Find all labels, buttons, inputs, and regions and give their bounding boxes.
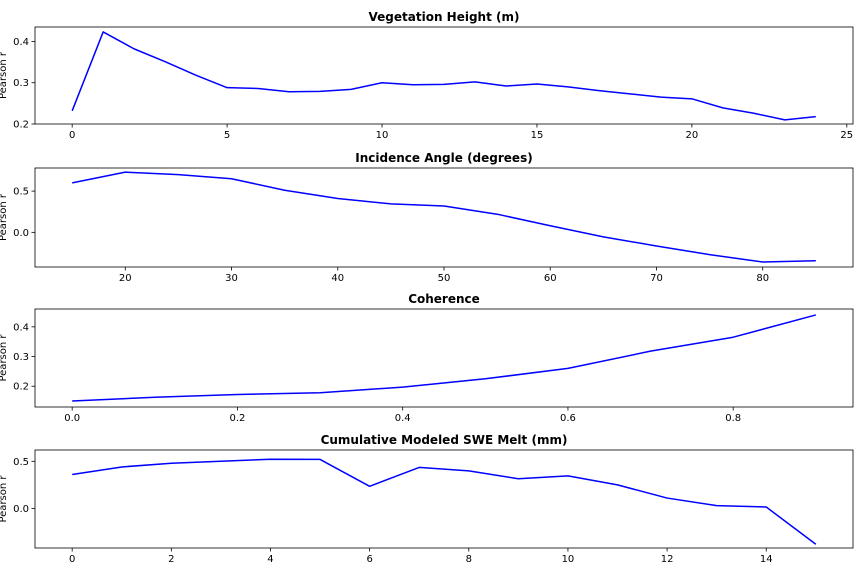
x-tick-label: 10 <box>562 554 575 565</box>
x-tick-label: 70 <box>650 273 663 284</box>
x-tick-label: 0.2 <box>229 413 245 424</box>
x-tick-label: 30 <box>225 273 238 284</box>
y-tick-label: 0.2 <box>13 382 29 393</box>
chart-title: Cumulative Modeled SWE Melt (mm) <box>321 433 568 447</box>
axes-frame <box>35 309 853 407</box>
y-axis-label: Pearson r <box>0 51 9 99</box>
x-tick-label: 0.8 <box>725 413 741 424</box>
y-tick-label: 0.0 <box>13 228 29 239</box>
x-tick-label: 0.4 <box>395 413 411 424</box>
axes-frame <box>35 168 853 267</box>
subplot-1: Vegetation Height (m) Pearson r 0 5 10 15 20 25… <box>0 10 853 141</box>
x-tick-label: 10 <box>376 130 389 141</box>
x-tick-label: 20 <box>686 130 699 141</box>
y-tick-label: 0.4 <box>13 322 29 333</box>
y-tick-label: 0.3 <box>13 78 29 89</box>
y-axis-label: Pearson r <box>0 334 9 382</box>
x-tick-label: 25 <box>840 130 853 141</box>
x-tick-label: 14 <box>760 554 773 565</box>
x-tick-label: 0.6 <box>560 413 576 424</box>
x-tick-label: 0 <box>69 130 75 141</box>
subplot-2: Incidence Angle (degrees) Pearson r 20 30 40… <box>0 151 853 284</box>
x-tick-label: 20 <box>119 273 132 284</box>
x-tick-label: 15 <box>531 130 544 141</box>
y-tick-label: 0.0 <box>13 504 29 515</box>
x-tick-label: 2 <box>168 554 174 565</box>
x-tick-label: 6 <box>366 554 372 565</box>
x-tick-label: 0 <box>69 554 75 565</box>
y-tick-label: 0.3 <box>13 352 29 363</box>
y-tick-label: 0.4 <box>13 37 29 48</box>
series-line <box>72 315 816 401</box>
chart-title: Incidence Angle (degrees) <box>355 151 532 165</box>
chart-title: Vegetation Height (m) <box>369 10 520 24</box>
subplot-3: Coherence Pearson r 0.0 0.2 0.4 0.6 0.8 0.2 0.3 0… <box>0 292 853 424</box>
subplot-4: Cumulative Modeled SWE Melt (mm) Pearson … <box>0 433 853 565</box>
series-line <box>72 172 816 262</box>
series-line <box>72 32 816 120</box>
x-tick-label: 60 <box>544 273 557 284</box>
y-tick-label: 0.5 <box>13 187 29 198</box>
x-tick-label: 80 <box>756 273 769 284</box>
x-tick-label: 4 <box>267 554 273 565</box>
x-tick-label: 40 <box>331 273 344 284</box>
y-axis-label: Pearson r <box>0 193 9 241</box>
x-tick-label: 8 <box>466 554 472 565</box>
chart-title: Coherence <box>408 292 480 306</box>
y-tick-label: 0.5 <box>13 457 29 468</box>
y-tick-label: 0.2 <box>13 120 29 131</box>
series-line <box>72 459 816 544</box>
y-axis-label: Pearson r <box>0 475 9 523</box>
x-tick-label: 5 <box>224 130 230 141</box>
x-tick-label: 0.0 <box>64 413 80 424</box>
x-tick-label: 50 <box>438 273 451 284</box>
x-tick-label: 12 <box>661 554 674 565</box>
